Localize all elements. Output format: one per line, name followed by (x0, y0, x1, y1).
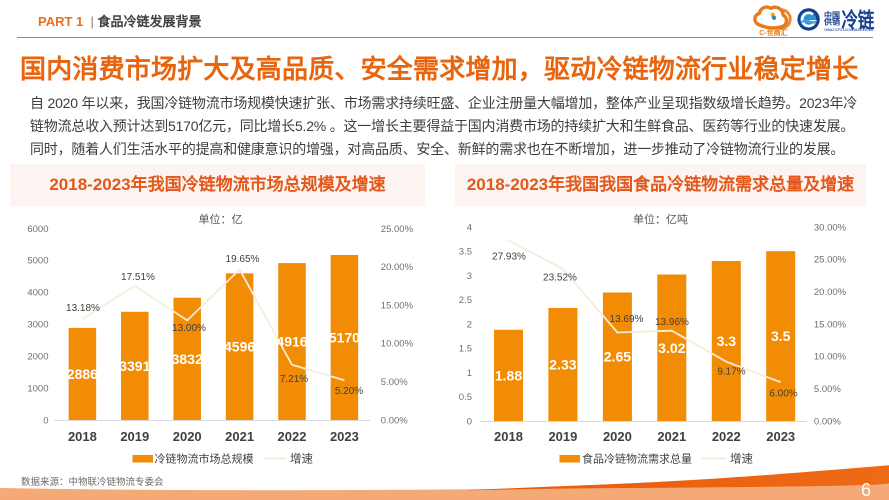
svg-text:20.00%: 20.00% (381, 262, 414, 273)
svg-text:5170: 5170 (329, 330, 360, 346)
svg-text:0: 0 (467, 416, 472, 427)
svg-text:23.52%: 23.52% (543, 272, 577, 283)
svg-text:5000: 5000 (27, 256, 48, 267)
svg-text:2021: 2021 (225, 429, 254, 444)
svg-text:25.00%: 25.00% (381, 224, 414, 235)
svg-text:13.69%: 13.69% (610, 314, 644, 325)
svg-text:2.33: 2.33 (549, 357, 576, 373)
svg-text:2023: 2023 (330, 429, 359, 444)
svg-text:30.00%: 30.00% (814, 222, 847, 233)
svg-text:6: 6 (861, 480, 871, 500)
svg-text:13.00%: 13.00% (172, 323, 206, 334)
svg-text:1000: 1000 (27, 383, 48, 394)
svg-text:3.02: 3.02 (658, 340, 685, 356)
svg-text:3.5: 3.5 (459, 247, 472, 258)
svg-text:6.00%: 6.00% (769, 388, 797, 399)
svg-text:15.00%: 15.00% (381, 300, 414, 311)
svg-text:13.96%: 13.96% (655, 317, 689, 328)
svg-text:C-世商汇: C-世商汇 (759, 28, 787, 37)
svg-text:2020: 2020 (173, 429, 202, 444)
svg-text:CHINA CO-OP COLD CHAIN AND LOG: CHINA CO-OP COLD CHAIN AND LOGISTICS (824, 28, 873, 32)
svg-text:冷链物流市场总规模: 冷链物流市场总规模 (155, 452, 254, 466)
svg-text:0.5: 0.5 (459, 392, 472, 403)
svg-text:5.00%: 5.00% (814, 384, 841, 395)
svg-text:2022: 2022 (712, 429, 741, 444)
svg-text:3391: 3391 (119, 358, 150, 374)
svg-text:1: 1 (467, 368, 472, 379)
svg-text:4000: 4000 (27, 288, 48, 299)
svg-text:2018: 2018 (68, 429, 97, 444)
svg-text:25.00%: 25.00% (814, 255, 847, 266)
svg-text:7.21%: 7.21% (280, 374, 308, 385)
svg-text:20.00%: 20.00% (814, 287, 847, 298)
svg-text:2018: 2018 (494, 429, 523, 444)
svg-text:供销: 供销 (823, 17, 840, 27)
svg-text:冷链: 冷链 (842, 7, 875, 32)
svg-text:13.18%: 13.18% (66, 303, 100, 314)
svg-text:19.65%: 19.65% (226, 254, 260, 265)
svg-text:10.00%: 10.00% (814, 352, 847, 363)
svg-text:3.5: 3.5 (771, 328, 791, 344)
svg-text:5.20%: 5.20% (335, 386, 363, 397)
svg-text:15.00%: 15.00% (814, 319, 847, 330)
svg-text:2019: 2019 (120, 429, 149, 444)
svg-text:2022: 2022 (278, 429, 307, 444)
svg-text:3.3: 3.3 (717, 333, 737, 349)
svg-text:4916: 4916 (276, 334, 307, 350)
svg-text:17.51%: 17.51% (121, 272, 155, 283)
svg-text:0.00%: 0.00% (814, 416, 841, 427)
svg-text:2019: 2019 (548, 429, 577, 444)
svg-text:4596: 4596 (224, 339, 255, 355)
svg-text:食品冷链物流需求总量: 食品冷链物流需求总量 (582, 452, 692, 466)
svg-text:2886: 2886 (67, 366, 98, 382)
svg-text:2023: 2023 (766, 429, 795, 444)
svg-text:0.00%: 0.00% (381, 415, 408, 426)
svg-text:2.5: 2.5 (459, 295, 472, 306)
svg-text:2000: 2000 (27, 352, 48, 363)
svg-text:10.00%: 10.00% (381, 339, 414, 350)
svg-text:1.88: 1.88 (495, 367, 522, 383)
svg-text:6000: 6000 (27, 224, 48, 235)
svg-text:增速: 增速 (730, 452, 753, 466)
svg-text:0: 0 (43, 415, 48, 426)
svg-text:5.00%: 5.00% (381, 377, 408, 388)
svg-text:3: 3 (467, 271, 472, 282)
svg-text:1.5: 1.5 (459, 344, 472, 355)
svg-text:3000: 3000 (27, 320, 48, 331)
svg-text:增速: 增速 (290, 452, 313, 466)
svg-text:4: 4 (467, 222, 472, 233)
svg-text:中国: 中国 (824, 10, 840, 20)
svg-text:2020: 2020 (603, 429, 632, 444)
svg-text:27.93%: 27.93% (492, 251, 526, 262)
svg-text:9.17%: 9.17% (717, 366, 745, 377)
svg-text:2.65: 2.65 (604, 349, 631, 365)
svg-text:2021: 2021 (657, 429, 686, 444)
svg-text:3832: 3832 (172, 351, 203, 367)
svg-text:2: 2 (467, 319, 472, 330)
